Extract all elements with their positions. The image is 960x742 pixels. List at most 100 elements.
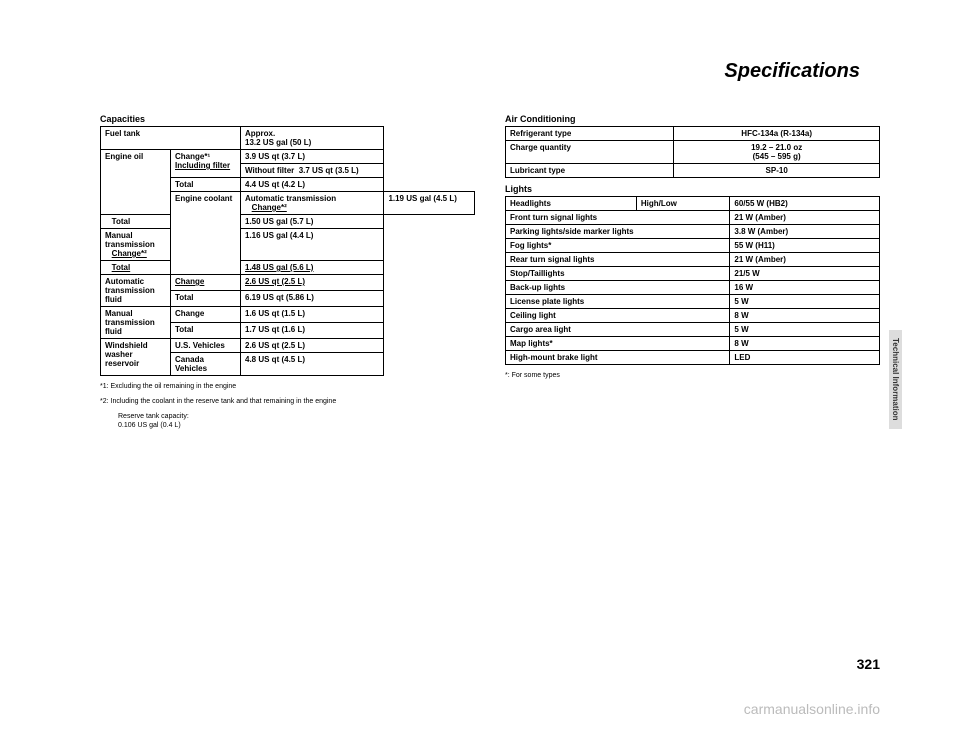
- cap-value: 1.7 US qt (1.6 L): [241, 323, 384, 339]
- table-row: Rear turn signal lights21 W (Amber): [506, 253, 880, 267]
- light-label: Back-up lights: [506, 281, 730, 295]
- cap-sub: Total: [171, 323, 241, 339]
- ac-label: Charge quantity: [506, 141, 674, 164]
- light-label: Headlights: [506, 197, 637, 211]
- capacities-heading: Capacities: [100, 114, 475, 124]
- light-value: 8 W: [730, 309, 880, 323]
- left-column: Capacities Fuel tank Approx. 13.2 US gal…: [100, 108, 475, 430]
- light-sub: High/Low: [636, 197, 730, 211]
- cap-sub: U.S. Vehicles: [171, 339, 241, 353]
- table-row: Manual transmission fluid Change 1.6 US …: [101, 307, 475, 323]
- cap-value: 2.6 US qt (2.5 L): [241, 275, 384, 291]
- footnote-2b: Reserve tank capacity: 0.106 US gal (0.4…: [100, 412, 475, 430]
- cap-sub: Total: [171, 178, 241, 192]
- page-number: 321: [857, 656, 880, 672]
- cap-label: Engine coolant: [171, 192, 241, 275]
- table-row: Lubricant type SP-10: [506, 164, 880, 178]
- cap-sub: Manual transmission Change*²: [101, 229, 171, 261]
- light-value: LED: [730, 351, 880, 365]
- table-row: Cargo area light5 W: [506, 323, 880, 337]
- table-row: Total 1.50 US gal (5.7 L): [101, 215, 475, 229]
- ac-value: 19.2 – 21.0 oz (545 – 595 g): [674, 141, 880, 164]
- ac-label: Refrigerant type: [506, 127, 674, 141]
- cap-value: 1.50 US gal (5.7 L): [241, 215, 384, 229]
- table-row: Front turn signal lights21 W (Amber): [506, 211, 880, 225]
- table-row: Fog lights*55 W (H11): [506, 239, 880, 253]
- light-label: Rear turn signal lights: [506, 253, 730, 267]
- table-row: Parking lights/side marker lights3.8 W (…: [506, 225, 880, 239]
- cap-sub: Automatic transmission Change*²: [241, 192, 384, 215]
- table-row: Charge quantity 19.2 – 21.0 oz (545 – 59…: [506, 141, 880, 164]
- footnote-2: *2: Including the coolant in the reserve…: [100, 397, 475, 406]
- cap-value: 1.6 US qt (1.5 L): [241, 307, 384, 323]
- ac-table: Refrigerant type HFC-134a (R-134a) Charg…: [505, 126, 880, 178]
- table-row: Map lights*8 W: [506, 337, 880, 351]
- cap-sub: Change*¹Including filter: [171, 150, 241, 178]
- content-columns: Capacities Fuel tank Approx. 13.2 US gal…: [100, 108, 880, 430]
- right-column: Air Conditioning Refrigerant type HFC-13…: [505, 108, 880, 430]
- page-container: Specifications Capacities Fuel tank Appr…: [0, 0, 960, 742]
- ac-value: SP-10: [674, 164, 880, 178]
- table-row: Fuel tank Approx. 13.2 US gal (50 L): [101, 127, 475, 150]
- cap-value: 4.8 US qt (4.5 L): [241, 353, 384, 376]
- cap-sub: Change: [171, 275, 241, 291]
- light-label: Fog lights*: [506, 239, 730, 253]
- table-row: Windshield washer reservoir U.S. Vehicle…: [101, 339, 475, 353]
- cap-value: 4.4 US qt (4.2 L): [241, 178, 384, 192]
- sidebar-tab: Technical Information: [889, 330, 902, 429]
- ac-value: HFC-134a (R-134a): [674, 127, 880, 141]
- light-value: 8 W: [730, 337, 880, 351]
- capacities-table: Fuel tank Approx. 13.2 US gal (50 L) Eng…: [100, 126, 475, 376]
- light-label: Parking lights/side marker lights: [506, 225, 730, 239]
- light-label: High-mount brake light: [506, 351, 730, 365]
- cap-value: 1.48 US gal (5.6 L): [241, 261, 384, 275]
- table-row: Engine oil Change*¹Including filter 3.9 …: [101, 150, 475, 164]
- light-label: Front turn signal lights: [506, 211, 730, 225]
- light-value: 60/55 W (HB2): [730, 197, 880, 211]
- light-label: Ceiling light: [506, 309, 730, 323]
- cap-sub: Total: [101, 215, 171, 229]
- cap-label: Automatic transmission fluid: [101, 275, 171, 307]
- light-label: Stop/Taillights: [506, 267, 730, 281]
- cap-value: 6.19 US qt (5.86 L): [241, 291, 384, 307]
- light-label: Map lights*: [506, 337, 730, 351]
- light-value: 16 W: [730, 281, 880, 295]
- cap-label: Manual transmission fluid: [101, 307, 171, 339]
- table-row: Total 1.48 US gal (5.6 L): [101, 261, 475, 275]
- cap-sub: Canada Vehicles: [171, 353, 241, 376]
- cap-value: 1.19 US gal (4.5 L): [384, 192, 475, 215]
- light-value: 21 W (Amber): [730, 253, 880, 267]
- table-row: Refrigerant type HFC-134a (R-134a): [506, 127, 880, 141]
- watermark: carmanualsonline.info: [744, 701, 880, 717]
- light-value: 5 W: [730, 295, 880, 309]
- table-row: Stop/Taillights21/5 W: [506, 267, 880, 281]
- cap-sub: Total: [171, 291, 241, 307]
- table-row: Automatic transmission fluid Change 2.6 …: [101, 275, 475, 291]
- cap-value: 2.6 US qt (2.5 L): [241, 339, 384, 353]
- ac-label: Lubricant type: [506, 164, 674, 178]
- lights-heading: Lights: [505, 184, 880, 194]
- light-value: 21/5 W: [730, 267, 880, 281]
- cap-sub: Total: [101, 261, 171, 275]
- lights-table: Headlights High/Low 60/55 W (HB2) Front …: [505, 196, 880, 365]
- cap-value: Approx. 13.2 US gal (50 L): [241, 127, 384, 150]
- light-label: Cargo area light: [506, 323, 730, 337]
- cap-sub: Change: [171, 307, 241, 323]
- page-title: Specifications: [100, 60, 880, 83]
- footnote-1: *1: Excluding the oil remaining in the e…: [100, 382, 475, 391]
- light-value: 3.8 W (Amber): [730, 225, 880, 239]
- table-row: Headlights High/Low 60/55 W (HB2): [506, 197, 880, 211]
- cap-value: 3.9 US qt (3.7 L): [241, 150, 384, 164]
- light-value: 55 W (H11): [730, 239, 880, 253]
- cap-label: Fuel tank: [101, 127, 241, 150]
- lights-footnote: *: For some types: [505, 371, 880, 380]
- cap-value: 1.16 US gal (4.4 L): [241, 229, 384, 261]
- table-row: Back-up lights16 W: [506, 281, 880, 295]
- table-row: High-mount brake lightLED: [506, 351, 880, 365]
- table-row: License plate lights5 W: [506, 295, 880, 309]
- light-value: 5 W: [730, 323, 880, 337]
- light-label: License plate lights: [506, 295, 730, 309]
- cap-label: Engine oil: [101, 150, 171, 215]
- table-row: Manual transmission Change*² 1.16 US gal…: [101, 229, 475, 261]
- ac-heading: Air Conditioning: [505, 114, 880, 124]
